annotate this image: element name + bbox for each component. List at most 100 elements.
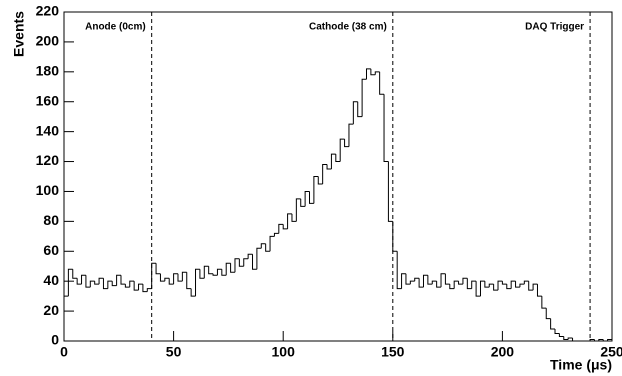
histogram-bin bbox=[387, 161, 393, 222]
histogram-bin bbox=[602, 339, 608, 342]
histogram-bin bbox=[124, 284, 130, 288]
histogram-bin bbox=[63, 295, 69, 341]
histogram-bin bbox=[471, 280, 477, 289]
histogram-bin bbox=[607, 339, 612, 341]
histogram-bin bbox=[436, 281, 442, 288]
histogram-bin bbox=[532, 283, 538, 291]
histogram-bin bbox=[76, 278, 82, 285]
histogram-bin bbox=[374, 71, 380, 75]
histogram-bin bbox=[418, 278, 424, 288]
y-tick-label: 80 bbox=[43, 212, 59, 228]
histogram-bin bbox=[528, 281, 534, 291]
histogram-bin bbox=[541, 296, 547, 309]
histogram-bin bbox=[501, 281, 507, 285]
histogram-bin bbox=[558, 333, 564, 338]
histogram-bin bbox=[252, 254, 257, 270]
histogram-bin bbox=[506, 284, 512, 290]
y-tick-label: 220 bbox=[36, 3, 60, 19]
histogram-bin bbox=[212, 273, 218, 276]
histogram-bin bbox=[379, 71, 385, 95]
histogram-bin bbox=[138, 283, 143, 291]
histogram-bin bbox=[449, 284, 455, 290]
y-tick-label: 140 bbox=[36, 122, 60, 138]
histogram-bin bbox=[142, 284, 148, 293]
histogram-bin bbox=[479, 280, 485, 297]
histogram-bin bbox=[475, 281, 481, 297]
histogram-bin bbox=[72, 269, 78, 279]
histogram-bin bbox=[466, 278, 472, 290]
histogram-bin bbox=[81, 274, 86, 285]
histogram-bin bbox=[317, 176, 323, 185]
histogram-bin bbox=[230, 263, 235, 273]
histogram-bin bbox=[545, 308, 551, 320]
histogram-bin bbox=[199, 269, 205, 279]
histogram-bin bbox=[195, 268, 200, 297]
histogram-bin bbox=[567, 337, 573, 340]
histogram-bin bbox=[427, 275, 433, 285]
histogram-bin bbox=[186, 272, 192, 290]
histogram-bin bbox=[85, 275, 91, 288]
x-tick-label: 50 bbox=[166, 344, 182, 360]
histogram-bin bbox=[515, 281, 520, 288]
histogram-bin bbox=[102, 278, 108, 290]
histogram-bin bbox=[392, 221, 398, 252]
y-tick-label: 200 bbox=[36, 33, 60, 49]
histogram-bin bbox=[309, 191, 314, 204]
y-tick-label: 0 bbox=[51, 332, 59, 348]
histogram-bin bbox=[458, 281, 463, 285]
histogram-bin bbox=[330, 153, 336, 170]
histogram-bin bbox=[129, 280, 135, 288]
histogram-bin bbox=[493, 284, 499, 291]
histogram-bin bbox=[401, 273, 406, 289]
histogram-bin bbox=[295, 198, 301, 222]
histogram-bin bbox=[523, 280, 529, 285]
histogram-bin bbox=[396, 251, 402, 290]
marker-label: Cathode (38 cm) bbox=[309, 22, 387, 33]
histogram-bin bbox=[453, 280, 459, 289]
histogram-bin bbox=[89, 280, 95, 288]
histogram-bin bbox=[361, 78, 367, 117]
histogram-bin bbox=[322, 164, 328, 184]
histogram-bin bbox=[168, 278, 174, 285]
histogram-bin bbox=[593, 339, 599, 342]
histogram-bin bbox=[536, 284, 542, 297]
histogram-bin bbox=[414, 277, 420, 282]
histogram-bin bbox=[269, 235, 275, 252]
histogram-bin bbox=[519, 283, 525, 288]
y-tick-label: 160 bbox=[36, 92, 60, 108]
histogram-bin bbox=[111, 281, 117, 287]
marker-label: Anode (0cm) bbox=[85, 22, 146, 33]
x-tick-label: 150 bbox=[381, 344, 405, 360]
histogram-bin bbox=[357, 101, 363, 118]
histogram-bin bbox=[273, 232, 279, 237]
histogram-bin bbox=[278, 223, 284, 234]
y-tick-label: 60 bbox=[43, 242, 59, 258]
y-tick-label: 180 bbox=[36, 63, 60, 79]
histogram-bin bbox=[348, 123, 354, 147]
histogram-bin bbox=[208, 266, 214, 275]
histogram-bin bbox=[383, 94, 389, 163]
histogram-bin bbox=[300, 198, 306, 207]
y-tick-label: 120 bbox=[36, 152, 60, 168]
y-tick-label: 20 bbox=[43, 302, 59, 318]
histogram-bin bbox=[234, 258, 240, 273]
histogram-bin bbox=[190, 288, 196, 297]
histogram-bin bbox=[146, 288, 152, 292]
histogram-bin bbox=[120, 275, 126, 285]
histogram-bin bbox=[216, 268, 222, 276]
histogram-bin bbox=[352, 101, 358, 125]
histogram-bin bbox=[365, 68, 371, 80]
histogram-bin bbox=[440, 273, 446, 288]
histogram-bin bbox=[177, 273, 183, 282]
histogram-bin bbox=[133, 281, 139, 291]
histogram-bin bbox=[225, 262, 231, 276]
histogram-bin bbox=[550, 318, 556, 330]
histogram-bin bbox=[243, 258, 249, 267]
x-tick-label: 100 bbox=[272, 344, 296, 360]
histogram-bin bbox=[563, 336, 569, 341]
histogram-bin bbox=[409, 280, 415, 285]
y-axis-label: Events bbox=[11, 11, 27, 57]
histogram-bin bbox=[589, 339, 595, 341]
histogram-bin bbox=[159, 273, 165, 282]
